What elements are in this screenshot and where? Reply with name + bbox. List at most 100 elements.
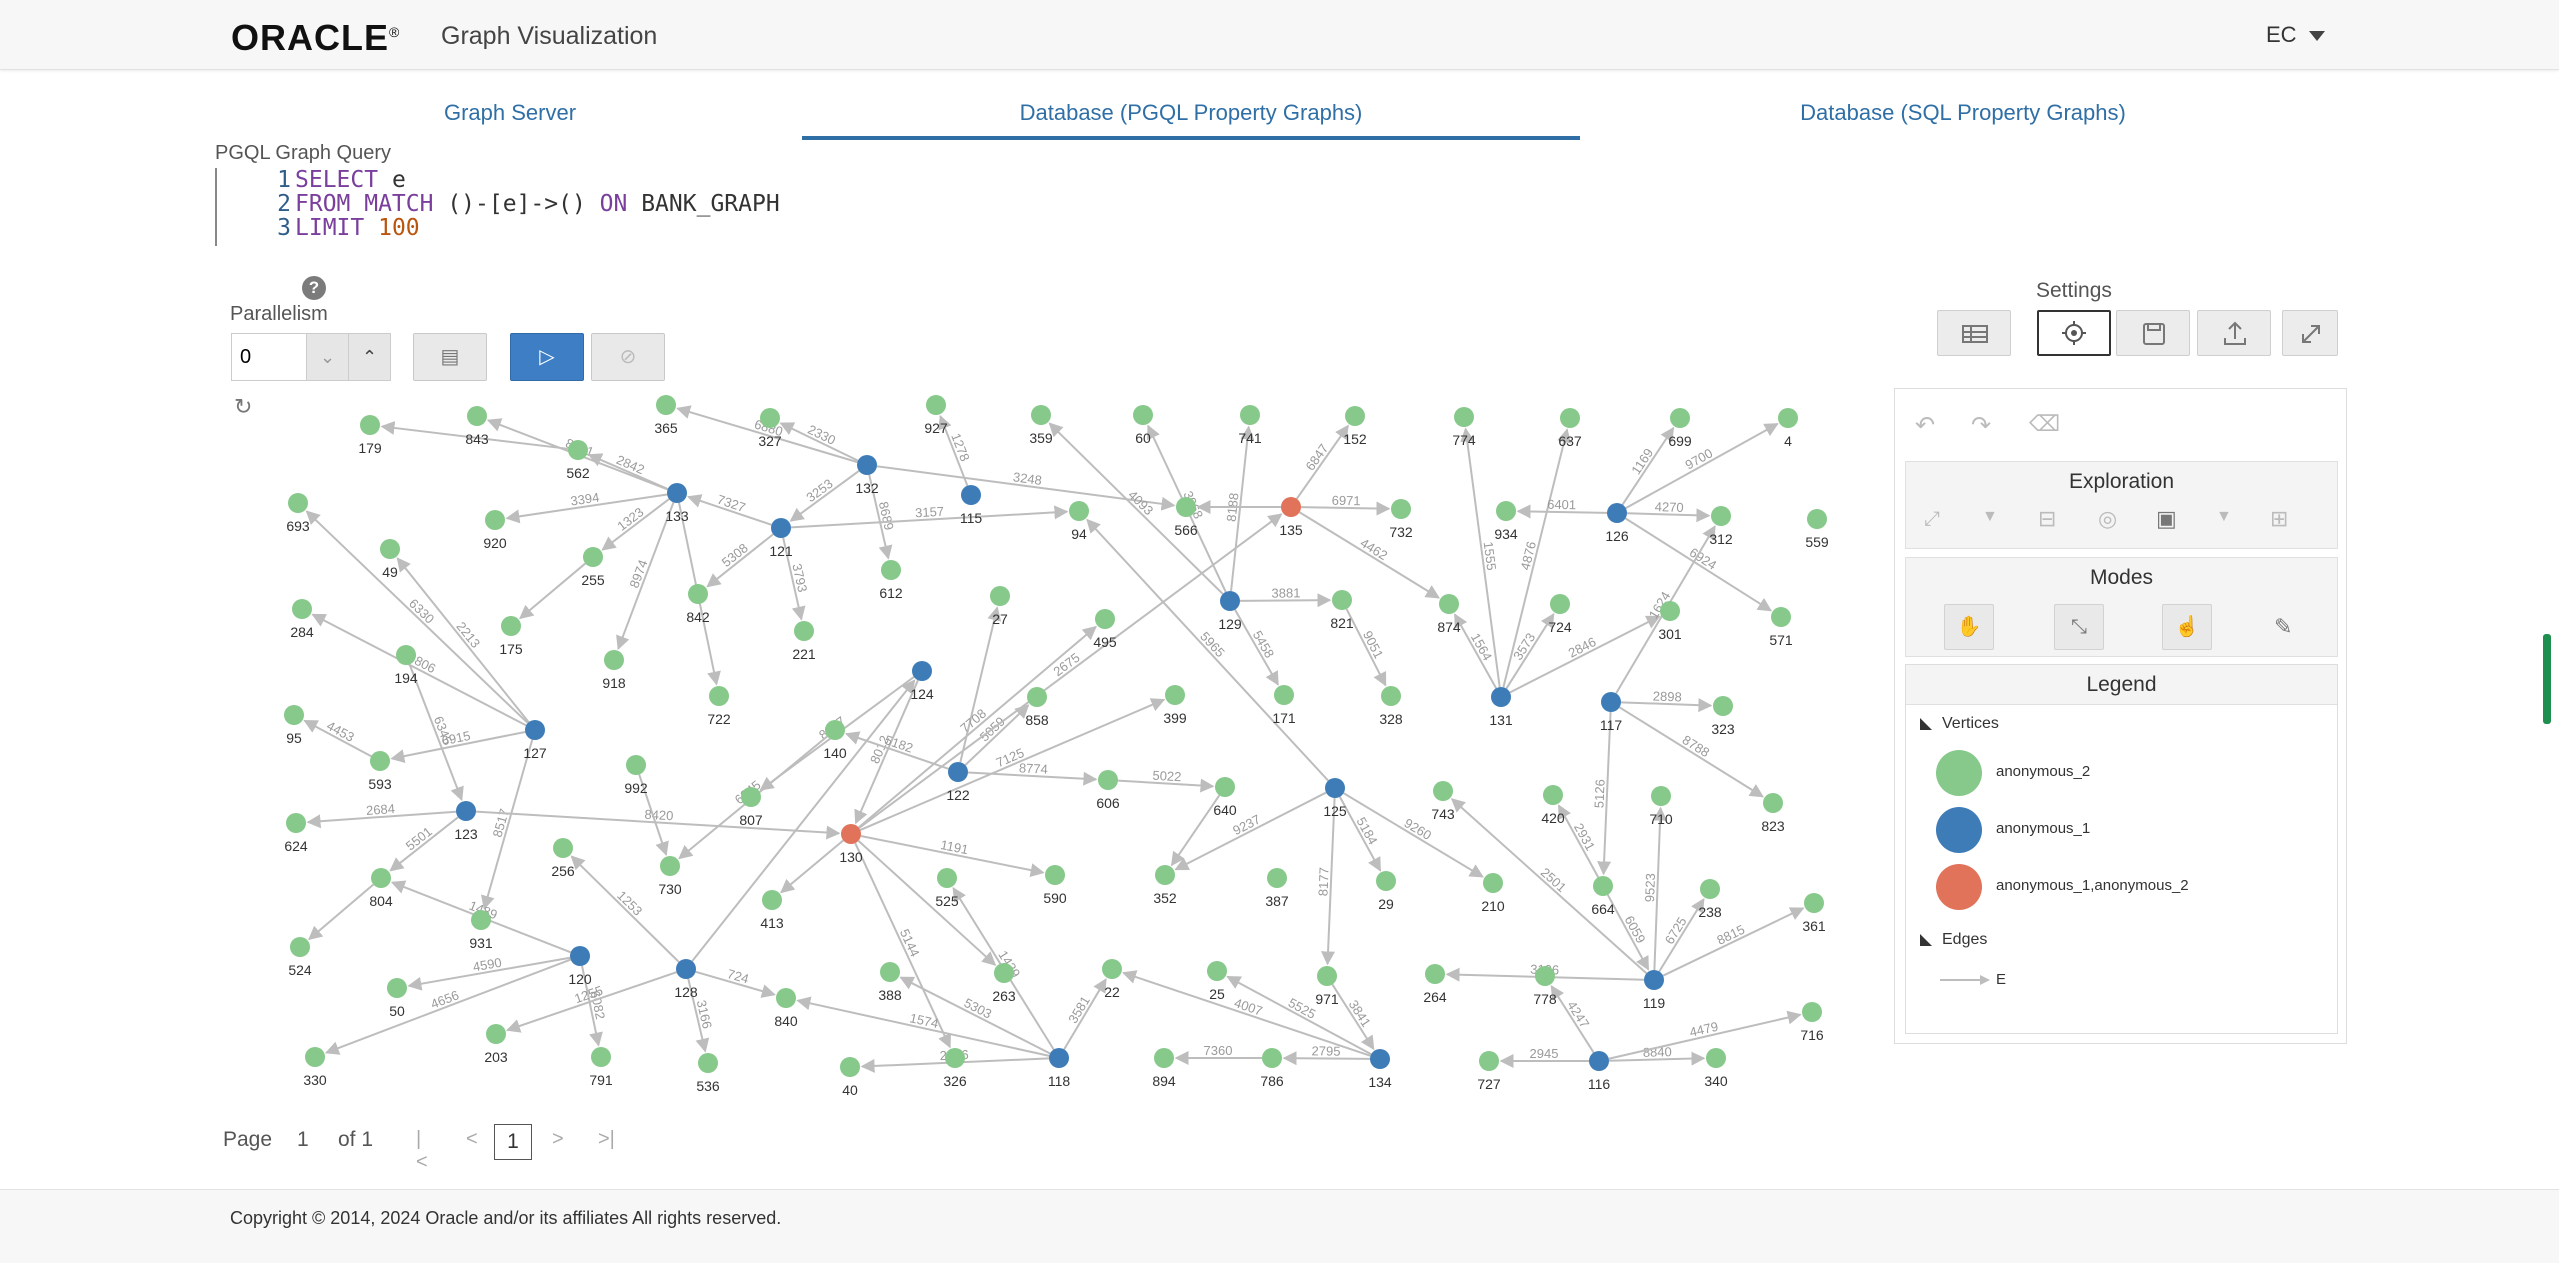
- graph-vertex[interactable]: [305, 1047, 325, 1067]
- graph-vertex[interactable]: [292, 599, 312, 619]
- graph-edge[interactable]: [1621, 426, 1675, 506]
- graph-vertex[interactable]: [1095, 609, 1115, 629]
- graph-vertex[interactable]: [961, 485, 981, 505]
- graph-edge[interactable]: [796, 996, 1050, 1057]
- graph-edge[interactable]: [570, 855, 680, 963]
- graph-edge[interactable]: [860, 834, 1045, 878]
- graph-edge[interactable]: [899, 976, 1051, 1055]
- graph-edge[interactable]: [1170, 794, 1221, 867]
- graph-edge[interactable]: [1606, 894, 1650, 971]
- graph-edge[interactable]: [695, 970, 776, 998]
- graph-edge[interactable]: [1300, 501, 1391, 516]
- graph-vertex[interactable]: [1644, 970, 1664, 990]
- graph-edge[interactable]: [390, 730, 526, 764]
- graph-edge[interactable]: [687, 978, 710, 1053]
- graph-vertex[interactable]: [1165, 685, 1185, 705]
- graph-edge[interactable]: [857, 625, 1097, 829]
- graph-vertex[interactable]: [1317, 966, 1337, 986]
- eraser-icon[interactable]: ⌫: [2029, 411, 2061, 436]
- graph-edge[interactable]: [311, 613, 527, 727]
- tab-sql-property-graphs[interactable]: Database (SQL Property Graphs): [1800, 100, 2126, 125]
- scrollbar[interactable]: [2543, 634, 2551, 724]
- graph-vertex[interactable]: [1778, 408, 1798, 428]
- graph-vertex[interactable]: [1267, 868, 1287, 888]
- graph-vertex[interactable]: [994, 963, 1014, 983]
- graph-vertex[interactable]: [456, 801, 476, 821]
- graph-edge[interactable]: [581, 965, 603, 1047]
- graph-edge[interactable]: [1295, 424, 1349, 500]
- graph-vertex[interactable]: [1391, 499, 1411, 519]
- graph-edge[interactable]: [789, 470, 860, 522]
- graph-edge[interactable]: [1063, 978, 1107, 1050]
- graph-edge[interactable]: [706, 533, 774, 588]
- graph-vertex[interactable]: [568, 440, 588, 460]
- compress-mode-button[interactable]: ⤡: [2054, 604, 2104, 650]
- edit-icon[interactable]: ✎: [2274, 614, 2293, 639]
- redo-icon[interactable]: ↷: [1971, 412, 1992, 439]
- graph-edge[interactable]: [691, 679, 916, 962]
- graph-vertex[interactable]: [288, 493, 308, 513]
- graph-vertex[interactable]: [762, 890, 782, 910]
- graph-vertex[interactable]: [1176, 497, 1196, 517]
- graph-vertex[interactable]: [1133, 405, 1153, 425]
- graph-edge[interactable]: [1662, 907, 1805, 977]
- graph-vertex[interactable]: [656, 395, 676, 415]
- graph-vertex[interactable]: [1660, 601, 1680, 621]
- graph-vertex[interactable]: [698, 1053, 718, 1073]
- graph-edge[interactable]: [1509, 615, 1661, 694]
- legend-edges-toggle[interactable]: Edges: [1920, 931, 1987, 949]
- graph-vertex[interactable]: [1711, 506, 1731, 526]
- graph-vertex[interactable]: [1804, 893, 1824, 913]
- graph-edge[interactable]: [1597, 711, 1612, 876]
- graph-edge[interactable]: [1086, 518, 1329, 782]
- graph-vertex[interactable]: [1325, 778, 1345, 798]
- graph-vertex[interactable]: [1240, 405, 1260, 425]
- graph-vertex[interactable]: [912, 661, 932, 681]
- parallelism-input[interactable]: [232, 334, 304, 380]
- graph-vertex[interactable]: [1771, 607, 1791, 627]
- undo-icon[interactable]: ↶: [1915, 412, 1936, 439]
- chevron-down-icon[interactable]: ⌄: [306, 334, 348, 380]
- chevron-down-icon[interactable]: ▼: [2216, 508, 2232, 525]
- graph-edge[interactable]: [380, 420, 569, 450]
- graph-edge[interactable]: [587, 453, 669, 490]
- graph-edge[interactable]: [638, 774, 669, 856]
- select-mode-button[interactable]: ☝: [2162, 604, 2212, 650]
- graph-edge[interactable]: [305, 510, 529, 724]
- fit-icon[interactable]: ▣: [2156, 506, 2177, 531]
- current-page-button[interactable]: 1: [494, 1124, 532, 1160]
- graph-vertex[interactable]: [840, 1057, 860, 1077]
- focus-icon[interactable]: ◎: [2098, 506, 2118, 531]
- graph-edge[interactable]: [1653, 806, 1668, 971]
- graph-edge[interactable]: [1625, 422, 1779, 510]
- graph-vertex[interactable]: [771, 518, 791, 538]
- graph-vertex[interactable]: [286, 813, 306, 833]
- graph-edge[interactable]: [480, 739, 534, 910]
- graph-edge[interactable]: [1453, 613, 1497, 689]
- graph-vertex[interactable]: [1802, 1002, 1822, 1022]
- graph-vertex[interactable]: [1031, 405, 1051, 425]
- graph-vertex[interactable]: [1670, 408, 1690, 428]
- next-page-icon[interactable]: >: [552, 1128, 564, 1150]
- graph-vertex[interactable]: [1381, 686, 1401, 706]
- graph-edge[interactable]: [876, 465, 1176, 511]
- graph-vertex[interactable]: [688, 584, 708, 604]
- previous-page-icon[interactable]: <: [466, 1128, 478, 1150]
- graph-vertex[interactable]: [1049, 1048, 1069, 1068]
- graph-edge[interactable]: [519, 562, 586, 620]
- graph-edge[interactable]: [1321, 797, 1336, 966]
- graph-vertex[interactable]: [667, 483, 687, 503]
- graph-vertex[interactable]: [1215, 777, 1235, 797]
- graph-vertex[interactable]: [945, 1048, 965, 1068]
- graph-edge[interactable]: [616, 502, 675, 651]
- graph-edge[interactable]: [1626, 508, 1711, 523]
- graph-vertex[interactable]: [1439, 594, 1459, 614]
- graph-vertex[interactable]: [1155, 865, 1175, 885]
- graph-edge[interactable]: [790, 505, 1069, 529]
- graph-edge[interactable]: [1620, 698, 1713, 713]
- graph-edge[interactable]: [306, 810, 457, 829]
- graph-vertex[interactable]: [284, 705, 304, 725]
- graph-edge[interactable]: [506, 971, 677, 1033]
- graph-vertex[interactable]: [1713, 696, 1733, 716]
- expand-icon[interactable]: ⤢: [1924, 508, 1940, 530]
